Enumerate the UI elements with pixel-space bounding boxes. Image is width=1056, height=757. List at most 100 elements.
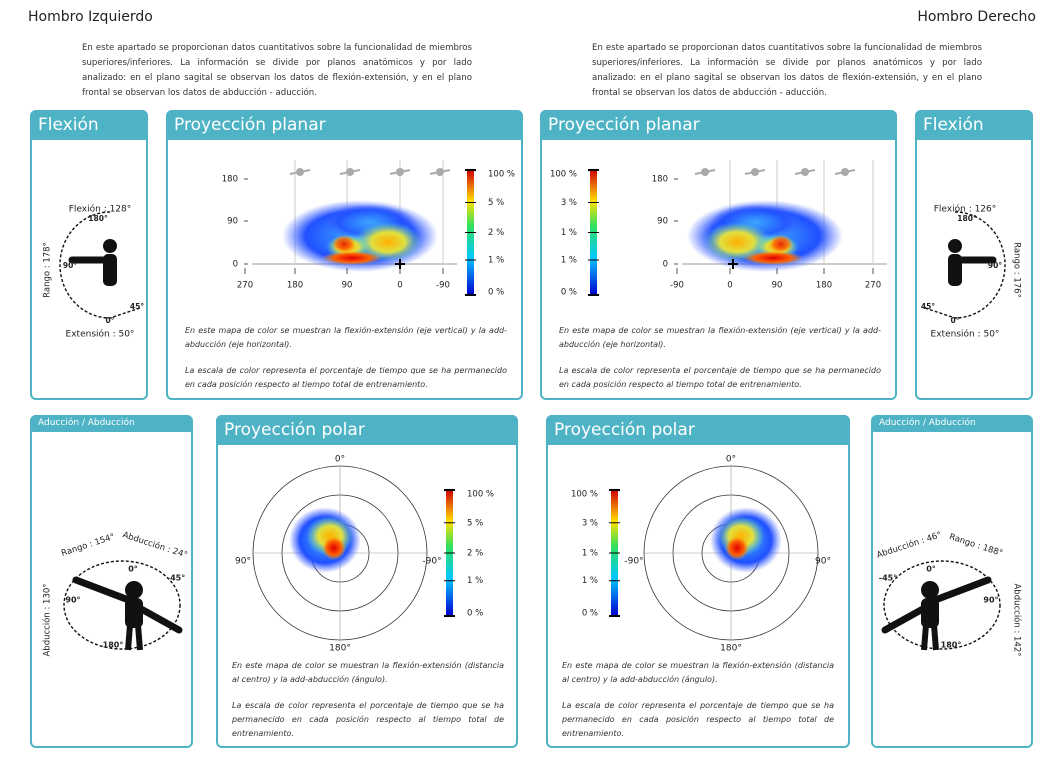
y-tick-label: 90 bbox=[657, 217, 668, 227]
figure bbox=[948, 239, 962, 253]
panel bbox=[915, 110, 1033, 400]
figure bbox=[125, 581, 143, 599]
color-bar-label: 2 % bbox=[488, 228, 504, 238]
side-title: Hombro Izquierdo bbox=[28, 9, 153, 25]
label: 0° bbox=[106, 316, 115, 325]
x-tick-label: 180 bbox=[816, 281, 832, 291]
color-bar-label: 100 % bbox=[550, 170, 577, 180]
figure bbox=[103, 239, 117, 253]
label: 90° bbox=[983, 596, 998, 605]
panel-title: Aducción / Abducción bbox=[30, 415, 193, 432]
panel-title: Proyección polar bbox=[216, 415, 518, 445]
figure bbox=[921, 581, 939, 599]
pose-icon bbox=[794, 169, 816, 175]
color-bar-label: 5 % bbox=[488, 198, 504, 208]
y-tick-label: 180 bbox=[222, 175, 238, 185]
label: 180° bbox=[103, 641, 124, 650]
color-bar-label: 0 % bbox=[582, 609, 598, 619]
label: -45° bbox=[167, 574, 185, 583]
figure bbox=[921, 624, 929, 651]
caption: La escala de color representa el porcent… bbox=[232, 701, 504, 738]
angle-label: -90° bbox=[422, 557, 441, 567]
color-bar-label: 0 % bbox=[561, 288, 577, 298]
label: Abducción : 142° bbox=[1012, 583, 1023, 656]
label: 45° bbox=[130, 302, 144, 311]
color-bar-label: 1 % bbox=[561, 256, 577, 266]
x-tick-label: 90 bbox=[772, 281, 783, 291]
color-bar-label: 100 % bbox=[571, 490, 598, 500]
x-tick-label: 0 bbox=[727, 281, 732, 291]
pose-icon bbox=[339, 169, 361, 175]
pose-icon bbox=[289, 169, 311, 175]
figure bbox=[130, 601, 183, 634]
label: 0° bbox=[926, 565, 936, 574]
color-bar-label: 5 % bbox=[467, 518, 483, 528]
panel bbox=[871, 415, 1033, 748]
caption: En este mapa de color se muestran la fle… bbox=[562, 661, 834, 684]
pose-icon bbox=[429, 169, 451, 175]
label: 180° bbox=[941, 641, 962, 650]
caption: En este mapa de color se muestran la fle… bbox=[185, 326, 507, 349]
angle-label: 90° bbox=[235, 557, 251, 567]
color-bar-label: 0 % bbox=[488, 288, 504, 298]
figure bbox=[72, 576, 138, 606]
caption: La escala de color representa el porcent… bbox=[562, 701, 834, 738]
angle-label: 180° bbox=[720, 644, 742, 654]
x-tick-label: 270 bbox=[865, 281, 881, 291]
panel-title: Proyección polar bbox=[546, 415, 850, 445]
color-bar-label: 100 % bbox=[467, 490, 494, 500]
label: 90° bbox=[63, 261, 77, 270]
angle-label: 90° bbox=[815, 557, 831, 567]
figure bbox=[125, 624, 133, 651]
intro-text: En este apartado se proporcionan datos c… bbox=[592, 43, 982, 98]
label: -45° bbox=[879, 574, 897, 583]
heatmap-blob bbox=[332, 235, 356, 253]
x-tick-label: 180 bbox=[287, 281, 303, 291]
caption: En este mapa de color se muestran la fle… bbox=[232, 661, 504, 684]
color-bar-label: 1 % bbox=[467, 576, 483, 586]
label: Abducción : 46° bbox=[875, 529, 943, 560]
label: Abducción : 24° bbox=[121, 529, 189, 560]
heatmap-blob bbox=[743, 251, 803, 265]
y-tick-label: 180 bbox=[652, 175, 668, 185]
x-tick-label: 270 bbox=[237, 281, 253, 291]
label: Abducción : 130° bbox=[42, 583, 53, 656]
label: Rango : 154° bbox=[60, 532, 116, 559]
panel-title: Flexión bbox=[30, 110, 148, 140]
panel-title: Proyección planar bbox=[540, 110, 897, 140]
panel-title: Aducción / Abducción bbox=[871, 415, 1033, 432]
heatmap-blob bbox=[322, 536, 346, 560]
color-bar-label: 100 % bbox=[488, 170, 515, 180]
range-arc bbox=[883, 560, 1001, 650]
label: 0° bbox=[128, 565, 138, 574]
label: Rango : 188° bbox=[948, 532, 1004, 559]
pose-icon bbox=[389, 169, 411, 175]
y-tick-label: 90 bbox=[227, 217, 238, 227]
color-bar-label: 3 % bbox=[561, 198, 577, 208]
figure bbox=[135, 624, 143, 651]
color-bar-label: 2 % bbox=[467, 549, 483, 559]
angle-label: 0° bbox=[335, 455, 345, 465]
caption: La escala de color representa el porcent… bbox=[185, 366, 507, 389]
heatmap-blob bbox=[322, 251, 382, 265]
pose-icon bbox=[834, 169, 856, 175]
intro-text: En este apartado se proporcionan datos c… bbox=[82, 43, 472, 98]
heatmap-blob bbox=[769, 235, 793, 253]
angle-label: 180° bbox=[329, 644, 351, 654]
panel-title: Flexión bbox=[915, 110, 1033, 140]
color-bar-label: 1 % bbox=[582, 576, 598, 586]
heatmap-blob bbox=[725, 536, 749, 560]
color-bar-label: 0 % bbox=[467, 609, 483, 619]
color-bar-label: 1 % bbox=[582, 549, 598, 559]
panel-title: Proyección planar bbox=[166, 110, 523, 140]
label: Extensión : 50° bbox=[66, 329, 135, 340]
pose-icon bbox=[744, 169, 766, 175]
figure bbox=[931, 624, 939, 651]
y-tick-label: 0 bbox=[233, 260, 238, 270]
label: 180° bbox=[957, 214, 977, 223]
label: Extensión : 50° bbox=[931, 329, 1000, 340]
color-bar-label: 1 % bbox=[561, 228, 577, 238]
label: Flexión : 126° bbox=[934, 204, 997, 215]
pose-icon bbox=[694, 169, 716, 175]
